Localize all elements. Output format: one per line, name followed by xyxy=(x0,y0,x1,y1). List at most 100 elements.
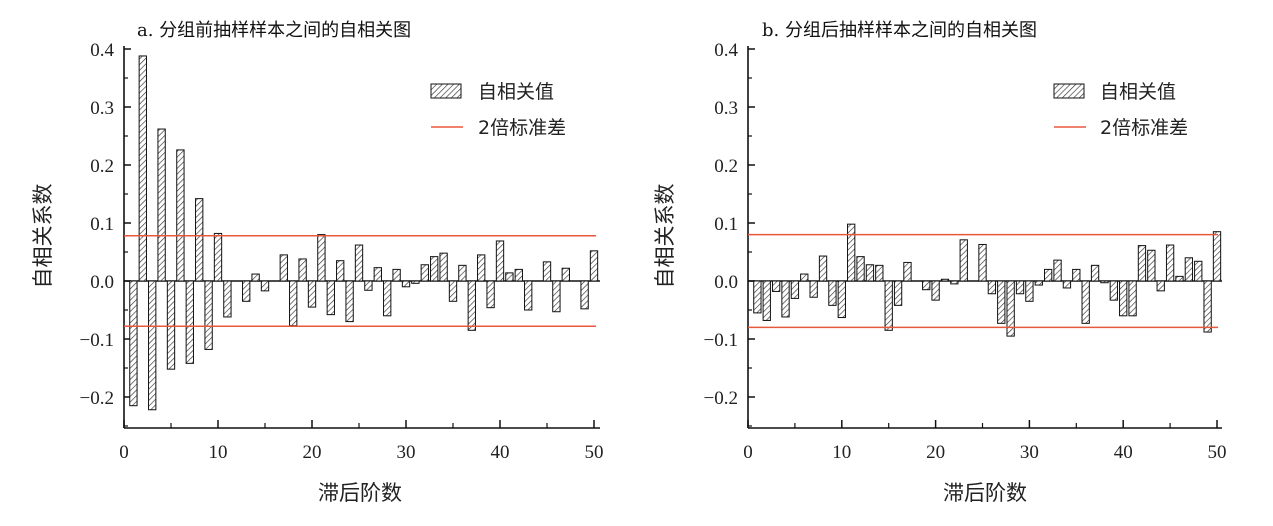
acf-bar xyxy=(837,280,846,319)
acf-bar xyxy=(307,280,317,308)
x-axis-title: 滞后阶数 xyxy=(943,481,1027,505)
x-tick-label: 20 xyxy=(303,442,322,463)
acf-bar xyxy=(1090,264,1100,282)
acf-bar xyxy=(373,267,382,282)
y-axis-title: 自相关系数 xyxy=(31,184,55,289)
acf-bar xyxy=(176,149,185,282)
acf-bar xyxy=(753,280,762,314)
acf-bar xyxy=(875,264,884,282)
acf-bar xyxy=(1212,231,1222,282)
acf-bar xyxy=(439,252,448,282)
acf-bar xyxy=(1184,257,1194,282)
x-tick-label: 10 xyxy=(209,442,228,463)
chart-panel-b: b. 分组后抽样样本之间的自相关图 滞后阶数 自相关系数 自相关值 2倍标准差 … xyxy=(653,20,1227,505)
acf-bar xyxy=(185,280,194,364)
acf-bar xyxy=(1119,280,1128,317)
acf-bar xyxy=(1100,280,1109,284)
acf-bar xyxy=(383,280,392,317)
acf-bar xyxy=(1137,245,1147,282)
acf-bar xyxy=(1081,280,1090,324)
y-tick-label: −0.1 xyxy=(704,330,738,351)
acf-bar xyxy=(298,258,307,282)
acf-bar xyxy=(1062,280,1072,289)
acf-bar xyxy=(589,250,599,282)
acf-bar xyxy=(166,280,176,370)
acf-bar xyxy=(279,254,288,282)
acf-bar xyxy=(289,280,298,327)
y-tick-label: 0.4 xyxy=(714,40,738,61)
y-tick-label: 0.1 xyxy=(714,214,738,235)
y-tick-label: 0.1 xyxy=(90,214,114,235)
x-tick-label: 30 xyxy=(1020,442,1039,463)
x-tick-label: 0 xyxy=(119,442,129,463)
acf-bar xyxy=(213,232,223,282)
x-tick-label: 50 xyxy=(585,442,604,463)
x-tick-label: 10 xyxy=(832,442,851,463)
chart-title: a. 分组前抽样样本之间的自相关图 xyxy=(137,20,411,41)
acf-bar xyxy=(552,280,561,313)
acf-bar xyxy=(514,268,523,282)
acf-bar xyxy=(458,264,467,282)
acf-bar xyxy=(950,280,959,285)
acf-bar xyxy=(242,280,251,302)
acf-bar xyxy=(505,272,514,282)
acf-bar xyxy=(997,280,1006,324)
acf-bar xyxy=(138,55,147,282)
acf-bar xyxy=(420,264,429,282)
y-tick-label: −0.2 xyxy=(704,388,738,409)
legend-swatch-acf xyxy=(1053,83,1085,99)
acf-bar xyxy=(1175,275,1184,282)
acf-bar xyxy=(251,273,260,282)
acf-bar xyxy=(800,273,809,282)
acf-bar xyxy=(978,243,987,282)
acf-bar xyxy=(129,280,138,407)
acf-bar xyxy=(893,280,903,306)
acf-bar xyxy=(542,261,552,282)
legend-label-acf: 自相关值 xyxy=(478,81,554,103)
acf-bar xyxy=(1006,280,1015,337)
acf-bar xyxy=(524,280,533,311)
acf-bar xyxy=(884,280,893,331)
x-tick-label: 30 xyxy=(397,442,416,463)
y-tick-label: 0.2 xyxy=(90,156,114,177)
chart-title: b. 分组后抽样样本之间的自相关图 xyxy=(762,20,1037,41)
acf-bar xyxy=(260,280,270,292)
acf-bar xyxy=(922,280,931,291)
y-tick-label: 0.2 xyxy=(714,156,738,177)
acf-bar xyxy=(448,280,458,302)
x-tick-label: 40 xyxy=(1114,442,1133,463)
acf-bar xyxy=(561,267,570,282)
legend: 自相关值 2倍标准差 xyxy=(1053,81,1188,139)
acf-bar xyxy=(865,264,875,282)
acf-bar xyxy=(148,280,157,411)
x-tick-label: 50 xyxy=(1208,442,1227,463)
acf-bar xyxy=(1072,268,1081,282)
acf-bar xyxy=(959,239,968,282)
acf-bar xyxy=(392,268,401,282)
acf-bar xyxy=(809,280,818,298)
y-tick-label: 0.3 xyxy=(90,98,114,119)
y-axis-title: 自相关系数 xyxy=(653,184,677,289)
acf-bar xyxy=(1053,259,1062,282)
acf-bar xyxy=(903,261,912,282)
acf-bar xyxy=(354,244,364,282)
y-tick-label: −0.1 xyxy=(80,330,114,351)
acf-bar xyxy=(467,280,476,331)
y-tick-label: 0.0 xyxy=(90,272,114,293)
y-tick-label: 0.0 xyxy=(714,272,738,293)
acf-bar xyxy=(847,223,856,282)
acf-bar xyxy=(771,280,781,292)
acf-bar xyxy=(486,280,495,309)
acf-bar xyxy=(762,280,771,321)
acf-bar xyxy=(477,254,486,282)
acf-bar xyxy=(1128,280,1137,317)
acf-bar xyxy=(1194,260,1203,282)
acf-bar xyxy=(1203,280,1212,333)
acf-bar xyxy=(1156,280,1165,292)
acf-bar xyxy=(336,260,345,282)
x-axis-title: 滞后阶数 xyxy=(318,481,402,505)
acf-bar xyxy=(931,280,940,301)
acf-bar xyxy=(987,280,997,295)
y-tick-label: 0.3 xyxy=(714,98,738,119)
